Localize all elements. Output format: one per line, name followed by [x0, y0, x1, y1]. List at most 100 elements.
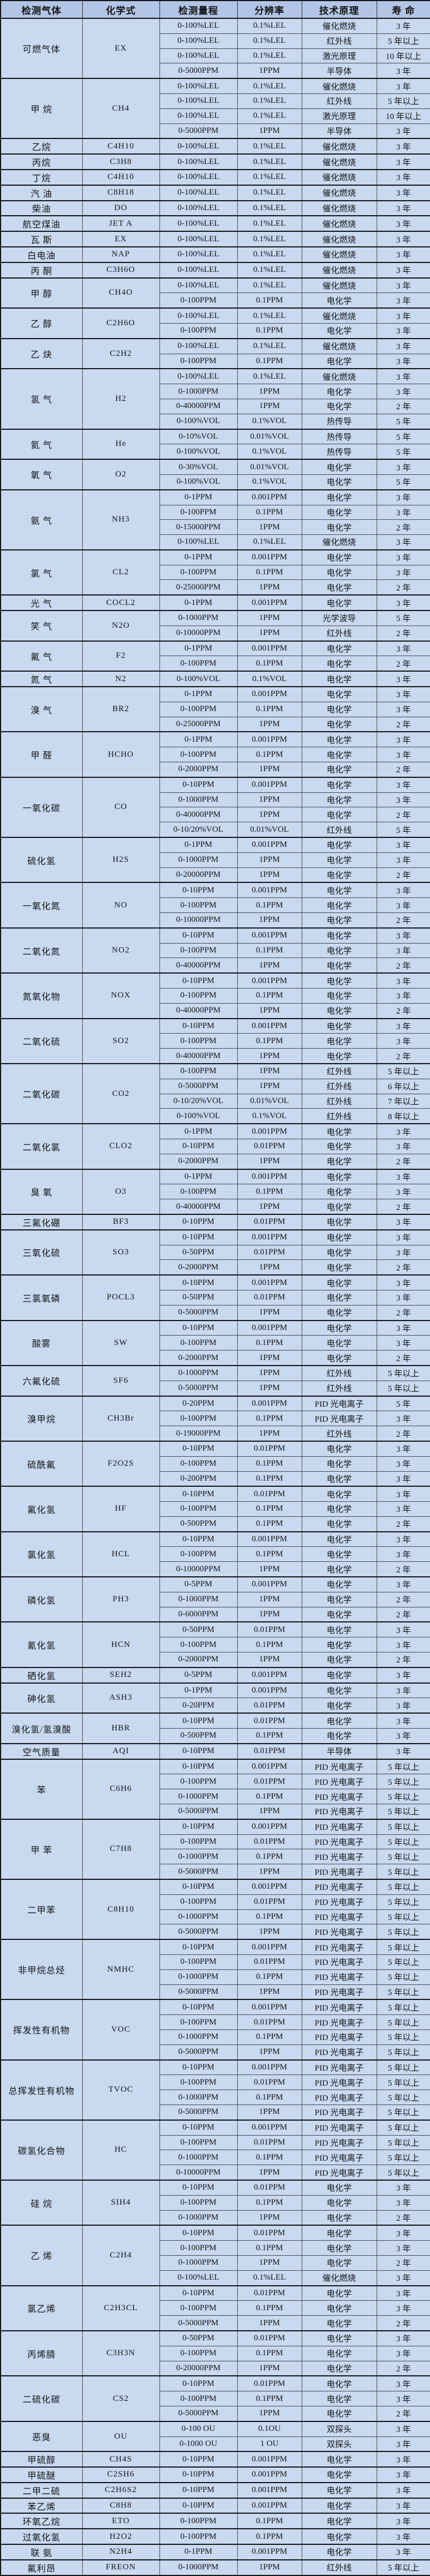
principle-cell: 电化学 [301, 459, 377, 475]
range-cell: 0-1000PPM [159, 792, 238, 808]
gas-name-cell: 乙 炔 [0, 337, 83, 370]
range-cell: 0-10PPM [159, 1743, 238, 1760]
principle-cell: 催化燃烧 [301, 184, 377, 201]
lifespan-cell: 5 年以上 [376, 1758, 430, 1775]
principle-cell: 电化学 [301, 353, 377, 369]
formula-cell: C6H6 [82, 1758, 160, 1820]
gas-name-cell: 甲 醇 [0, 277, 83, 309]
gas-name-cell: 氮氧化物 [0, 972, 83, 1019]
table-row: 0-10000PPM 1PPM 电化学 2 年 [1, 1561, 430, 1577]
formula-cell: SEH2 [82, 1666, 160, 1684]
lifespan-cell: 3 年 [376, 1637, 430, 1653]
lifespan-cell: 3 年 [376, 2285, 430, 2301]
lifespan-cell: 5 年以上 [376, 1909, 430, 1925]
resolution-cell: 0.01%VOL [237, 1093, 302, 1109]
gas-name-cell: 溴 气 [0, 686, 83, 733]
lifespan-cell: 2 年 [376, 867, 430, 883]
principle-cell: 红外线 [301, 1093, 377, 1109]
principle-cell: PID 光电离子 [301, 2074, 377, 2091]
range-cell: 0-100PPM [159, 1774, 238, 1790]
range-cell: 0-100%LEL [159, 108, 238, 124]
lifespan-cell: 3 年 [376, 123, 430, 139]
table-row: 0-100PPM 0.1PPM 电化学 3 年 [1, 2240, 430, 2256]
resolution-cell: 0.1%LEL [237, 48, 302, 64]
gas-name-cell: 硅 烷 [0, 2179, 83, 2226]
range-cell: 0-1000PPM [159, 1969, 238, 1985]
gas-name-cell: 硫化氢 [0, 837, 83, 884]
table-row: 砷化氢 ASH3 0-1PPM 0.001PPM 电化学 3 年 [0, 1682, 430, 1714]
formula-cell: CH4 [82, 78, 160, 140]
range-cell: 0-10PPM [159, 1531, 238, 1547]
range-cell: 0-50PPM [159, 1244, 238, 1260]
table-row: 0-5000PPM 1PPM PID 光电离子 5 年以上 [1, 1924, 430, 1940]
table-row: 0-5000PPM 1PPM 半导体 3 年 [1, 63, 430, 79]
principle-cell: 催化燃烧 [301, 231, 377, 247]
resolution-cell: 1PPM [237, 2255, 302, 2271]
gas-name-cell: 二甲苯 [0, 1879, 83, 1940]
range-cell: 0-15000PPM [159, 519, 238, 535]
range-cell: 0-100PPM [159, 1954, 238, 1970]
principle-cell: 电化学 [301, 1199, 377, 1215]
lifespan-cell: 2 年 [376, 625, 430, 642]
formula-cell: FREON [82, 2559, 160, 2576]
range-cell: 0-10PPM [159, 1229, 238, 1245]
table-row: 0-100PPM 0.1PPM 电化学 3 年 [1, 1456, 430, 1472]
lifespan-cell: 3 年 [376, 747, 430, 763]
lifespan-cell: 3 年 [376, 1184, 430, 1200]
resolution-cell: 1PPM [237, 1606, 302, 1622]
principle-cell: PID 光电离子 [301, 1939, 377, 1955]
gas-name-cell: 联 氨 [0, 2544, 83, 2560]
resolution-cell: 0.01PPM [237, 1244, 302, 1260]
resolution-cell: 0.1PPM [237, 1789, 302, 1805]
principle-cell: 电化学 [301, 671, 377, 687]
gas-name-cell: 可燃气体 [0, 17, 83, 80]
range-cell: 0-10000PPM [159, 625, 238, 642]
table-row: 丙烯腈 C3H3N 0-50PPM 0.01PPM 电化学 3 年 [0, 2330, 430, 2377]
range-cell: 0-25000PPM [159, 579, 238, 595]
lifespan-cell: 3 年 [376, 1501, 430, 1517]
principle-cell: 电化学 [301, 2315, 377, 2331]
table-row: 0-1000PPM 1PPM 电化学 2 年 [1, 2255, 430, 2271]
range-cell: 0-10PPM [159, 2119, 238, 2136]
lifespan-cell: 2 年 [376, 2210, 430, 2226]
table-row: 白电油 NAP 0-100%LEL 0.1%LEL 催化燃烧 3 年 [0, 246, 430, 263]
resolution-cell: 0.1%LEL [237, 138, 302, 155]
resolution-cell: 0.001PPM [237, 1576, 302, 1592]
lifespan-cell: 5 年 [376, 444, 430, 460]
lifespan-cell: 3 年 [376, 63, 430, 79]
gas-name-cell: 甲 苯 [0, 1818, 83, 1880]
principle-cell: 热传导 [301, 428, 377, 445]
lifespan-cell: 5 年以上 [376, 2559, 430, 2576]
formula-cell: H2O2 [82, 2528, 160, 2545]
principle-cell: 电化学 [301, 504, 377, 520]
principle-cell: 电化学 [301, 1350, 377, 1366]
lifespan-cell: 3 年 [376, 1576, 430, 1592]
principle-cell: 电化学 [301, 1244, 377, 1260]
range-cell: 0-2000PPM [159, 1350, 238, 1366]
table-row: 乙烷 C4H10 0-100%LEL 0.1%LEL 催化燃烧 3 年 [0, 138, 430, 155]
lifespan-cell: 5 年以上 [376, 1804, 430, 1820]
range-cell: 0-100%LEL [159, 2270, 238, 2286]
range-cell: 0-100%LEL [159, 307, 238, 324]
table-row: 氟化氢 HF 0-10PPM 0.01PPM 电化学 3 年 [0, 1486, 430, 1532]
lifespan-cell: 5 年 [376, 822, 430, 838]
resolution-cell: 0.1%VOL [237, 474, 302, 490]
formula-cell: NH3 [82, 489, 160, 550]
formula-cell: VOC [82, 1999, 160, 2061]
formula-cell: C8H10 [82, 1879, 160, 1940]
resolution-cell: 0.1PPM [237, 897, 302, 914]
resolution-cell: 0.1PPM [237, 1849, 302, 1865]
formula-cell: NMHC [82, 1939, 160, 2001]
principle-cell: 红外线 [301, 93, 377, 109]
gas-name-cell: 乙 醇 [0, 307, 83, 339]
table-row: 挥发性有机物 VOC 0-10PPM 0.001PPM PID 光电离子 5 年以上 [0, 1999, 430, 2061]
range-cell: 0-100PPM [159, 747, 238, 763]
column-header-principle: 技术原理 [301, 0, 377, 19]
gas-name-cell: 环氧乙烷 [0, 2513, 83, 2530]
principle-cell: 热传导 [301, 444, 377, 460]
table-row: 三氟化硼 BF3 0-10PPM 0.01PPM 电化学 3 年 [0, 1213, 430, 1230]
principle-cell: 电化学 [301, 1274, 377, 1291]
table-row: 0-1000PPM 0.1PPM PID 光电离子 5 年以上 [1, 1789, 430, 1805]
range-cell: 0-100%LEL [159, 153, 238, 170]
lifespan-cell: 3 年 [376, 246, 430, 263]
